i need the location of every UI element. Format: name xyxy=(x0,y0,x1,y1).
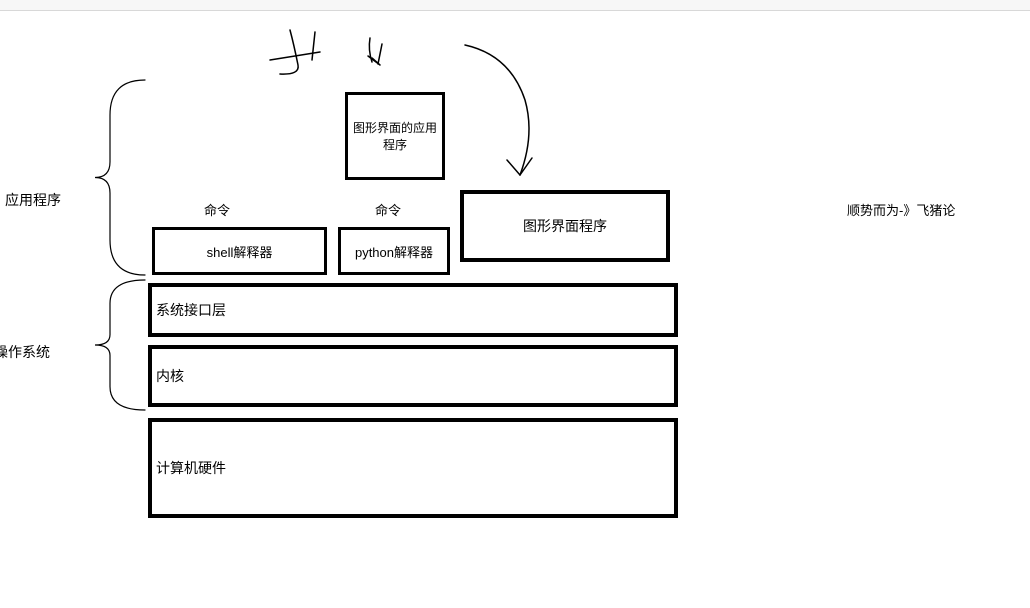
box-python-label: python解释器 xyxy=(355,242,433,261)
label-os: 操作系统 xyxy=(0,342,50,362)
hand-arrow-icon xyxy=(450,40,560,190)
box-gui-app: 图形界面的应用程序 xyxy=(345,92,445,180)
box-hardware-label: 计算机硬件 xyxy=(156,458,226,478)
hand-scribble xyxy=(260,20,430,90)
box-kernel: 内核 xyxy=(148,345,678,407)
box-hardware: 计算机硬件 xyxy=(148,418,678,518)
brace-os xyxy=(95,280,145,410)
box-python: python解释器 xyxy=(338,227,450,275)
box-gui-program-label: 图形界面程序 xyxy=(523,216,607,236)
box-sys-interface-label: 系统接口层 xyxy=(156,300,226,320)
box-shell: shell解释器 xyxy=(152,227,327,275)
box-shell-label: shell解释器 xyxy=(207,242,273,261)
box-gui-program: 图形界面程序 xyxy=(460,190,670,262)
diagram-stage: 图形界面的应用程序 shell解释器 python解释器 图形界面程序 系统接口… xyxy=(0,10,1030,608)
label-cmd-2: 命令 xyxy=(375,200,401,219)
label-cmd-1: 命令 xyxy=(204,200,230,219)
box-sys-interface: 系统接口层 xyxy=(148,283,678,337)
box-gui-app-label: 图形界面的应用程序 xyxy=(352,119,438,153)
label-note: 顺势而为-》飞猪论 xyxy=(847,200,955,219)
brace-app xyxy=(95,80,145,275)
label-app: 应用程序 xyxy=(5,190,61,210)
box-kernel-label: 内核 xyxy=(156,366,184,386)
